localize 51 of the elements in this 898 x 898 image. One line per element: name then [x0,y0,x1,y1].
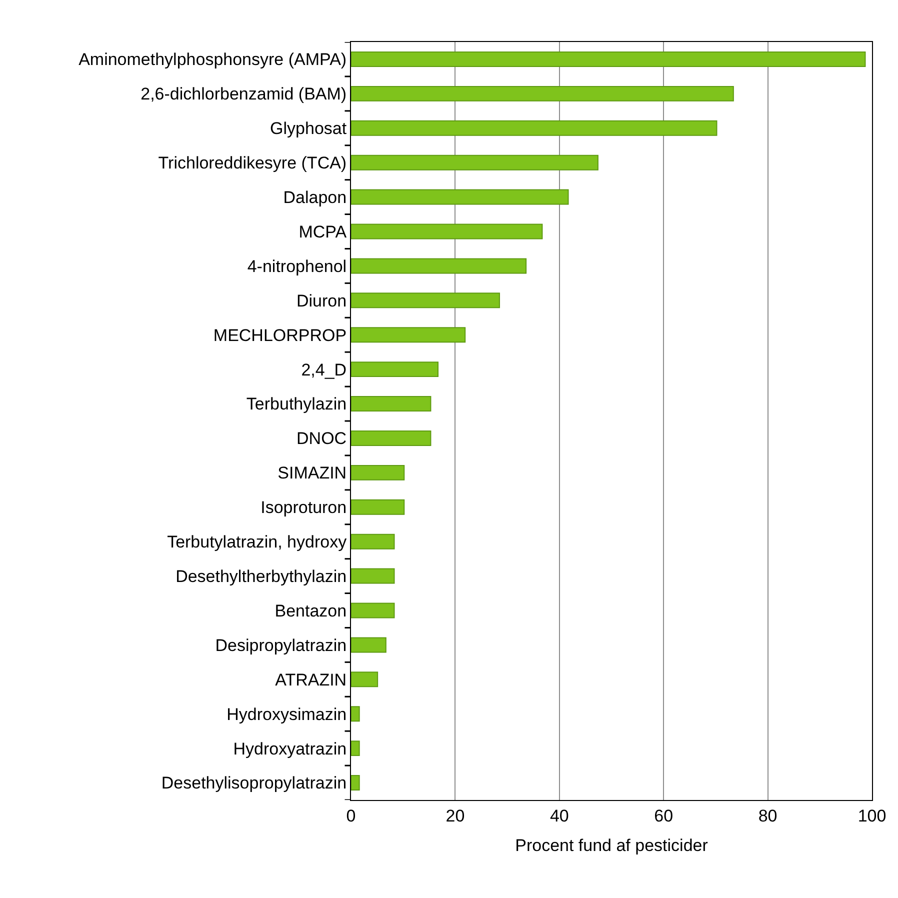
bar [351,706,360,722]
bar [351,499,405,515]
bar [351,672,378,688]
bar [351,568,395,584]
y-tick-label: 2,4_D [301,360,347,380]
y-tick-label: Isoproturon [260,498,347,518]
y-tick-label: Glyphosat [270,119,347,138]
y-tick-label: Trichloreddikesyre (TCA) [158,154,347,173]
y-tick-label: Hydroxysimazin [226,704,347,724]
x-tick-label: 100 [858,806,886,826]
bar [351,637,386,653]
y-tick-label: SIMAZIN [278,464,347,483]
y-tick-label: 4-nitrophenol [247,256,347,276]
bar [351,602,395,618]
y-tick-label: Diuron [296,291,347,310]
y-tick-label: Bentazon [274,601,347,620]
bar [351,464,405,480]
bar [351,396,432,412]
y-tick-label: Terbutylatrazin, hydroxy [167,532,348,552]
x-tick-label: 80 [758,806,778,826]
y-tick-label: ATRAZIN [275,670,347,690]
y-tick-label: Dalapon [283,188,347,207]
bar [351,775,360,791]
bar [351,154,598,170]
y-tick-label: MCPA [298,222,348,242]
x-tick-label: 60 [654,806,674,826]
bar [351,740,360,756]
y-tick-label: Desethylisopropylatrazin [161,774,347,793]
y-tick-label: Hydroxyatrazin [233,739,347,758]
y-tick-label: 2,6-dichlorbenzamid (BAM) [140,84,347,104]
x-tick-label: 20 [446,806,465,826]
bar [351,189,569,205]
bar [351,430,432,446]
y-tick-label: Desipropylatrazin [215,636,347,655]
bar [351,86,734,102]
bar [351,327,466,343]
y-tick-label: MECHLORPROP [213,326,347,345]
bar [351,292,500,308]
bar [351,362,439,378]
bar [351,258,527,274]
x-tick-label: 40 [550,806,569,826]
bar [351,224,543,240]
x-axis-title: Procent fund af pesticider [515,836,708,855]
bar [351,120,718,136]
y-tick-label: Terbuthylazin [246,394,347,414]
bar [351,51,866,67]
y-tick-label: DNOC [296,429,347,448]
y-tick-label: Desethyltherbythylazin [176,567,347,586]
x-tick-label: 0 [346,806,356,826]
y-tick-label: Aminomethylphosphonsyre (AMPA) [78,50,347,70]
bar [351,534,395,550]
